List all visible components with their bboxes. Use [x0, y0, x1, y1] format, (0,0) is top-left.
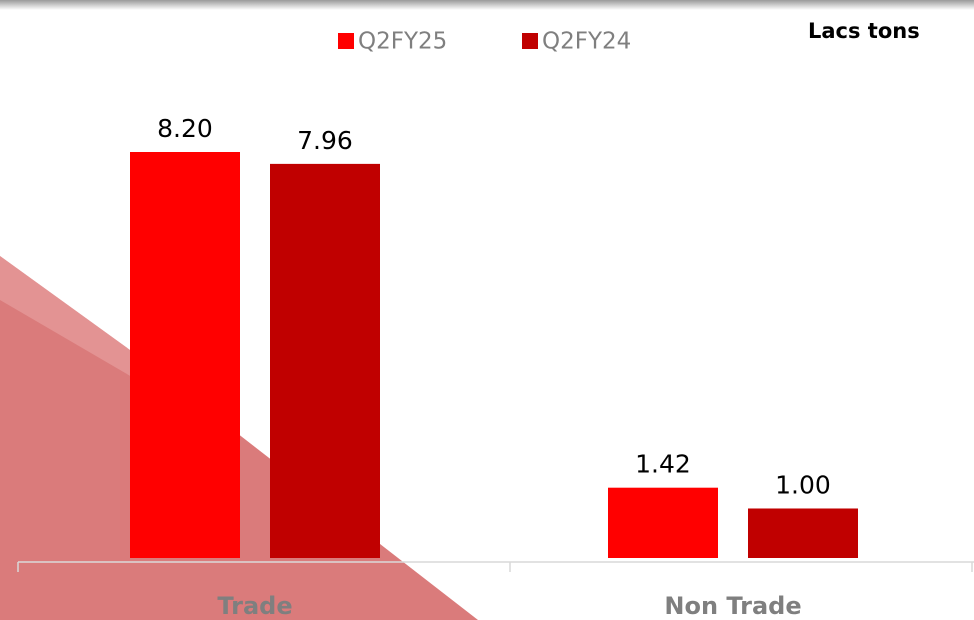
legend-label: Q2FY25 — [358, 29, 447, 55]
legend-label: Q2FY24 — [542, 29, 631, 55]
bar — [608, 487, 718, 558]
data-label: 7.96 — [297, 126, 353, 155]
data-label: 8.20 — [157, 114, 213, 143]
data-label: 1.42 — [635, 450, 691, 479]
unit-label: Lacs tons — [808, 19, 920, 43]
data-label: 1.00 — [775, 470, 831, 499]
x-tick-label: Non Trade — [664, 592, 801, 620]
bar — [270, 163, 380, 558]
legend-swatch — [338, 33, 354, 49]
x-tick-label: Trade — [217, 592, 292, 620]
bar — [130, 152, 240, 558]
top-edge — [0, 0, 974, 10]
bar — [748, 508, 858, 558]
legend-swatch — [522, 33, 538, 49]
